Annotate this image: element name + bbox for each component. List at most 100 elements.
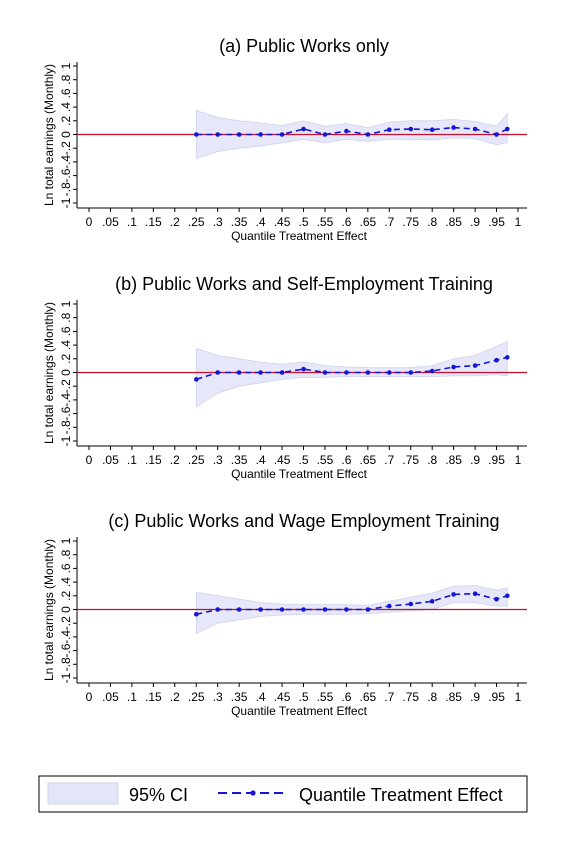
y-tick-label: .6 bbox=[59, 326, 73, 336]
qte-point bbox=[494, 132, 499, 137]
x-tick-label: .35 bbox=[231, 453, 248, 467]
y-tick-label: .4 bbox=[59, 577, 73, 587]
qte-point bbox=[408, 601, 414, 607]
y-tick-label: .8 bbox=[59, 74, 73, 84]
panel-1: (a) Public Works only -1-.8-.6-.4-.2 0 .2 .4… bbox=[42, 36, 527, 243]
legend-ci-label: 95% CI bbox=[129, 785, 188, 805]
y-tick-label: .8 bbox=[59, 312, 73, 322]
x-axis-label: Quantile Treatment Effect bbox=[231, 467, 368, 481]
x-tick-label: .7 bbox=[384, 215, 394, 229]
y-tick-label: -.4 bbox=[59, 393, 73, 407]
x-tick-label: .9 bbox=[470, 690, 480, 704]
qte-point bbox=[451, 592, 456, 597]
x-tick-label: .3 bbox=[213, 690, 223, 704]
x-tick-label: .1 bbox=[127, 215, 137, 229]
y-tick-label: -.8 bbox=[59, 657, 73, 671]
x-tick-label: .65 bbox=[360, 215, 377, 229]
x-tick-label: .1 bbox=[127, 690, 137, 704]
panel-3: (c) Public Works and Wage Employment Tra… bbox=[42, 511, 527, 718]
qte-point bbox=[451, 364, 456, 370]
y-tick-label: 1 bbox=[59, 62, 73, 69]
x-axis-label: Quantile Treatment Effect bbox=[231, 229, 368, 243]
panels: (a) Public Works only-1-.8-.6-.4-.20.2.4… bbox=[42, 36, 527, 718]
x-tick-label: .35 bbox=[231, 215, 248, 229]
x-tick-label: .35 bbox=[231, 690, 248, 704]
y-tick-label: -.8 bbox=[59, 182, 73, 196]
y-tick-label: 1 bbox=[59, 537, 73, 544]
x-tick-label: .45 bbox=[274, 453, 291, 467]
x-tick-label: .8 bbox=[427, 215, 437, 229]
qte-point bbox=[408, 370, 414, 375]
x-tick-label: 1 bbox=[515, 690, 522, 704]
y-tick-label: .2 bbox=[59, 115, 73, 125]
y-tick-label: -.8 bbox=[59, 420, 73, 434]
qte-point bbox=[258, 607, 263, 612]
panel-title: (c) Public Works and Wage Employment Tra… bbox=[108, 511, 499, 531]
qte-point bbox=[365, 607, 371, 612]
y-tick-label: 0 bbox=[59, 131, 73, 138]
x-tick-label: .15 bbox=[145, 453, 162, 467]
y-tick-label: .6 bbox=[59, 88, 73, 98]
x-tick-label: .3 bbox=[213, 453, 223, 467]
x-tick-label: .7 bbox=[384, 690, 394, 704]
y-tick-label: .4 bbox=[59, 102, 73, 112]
qte-point bbox=[472, 591, 478, 596]
qte-point bbox=[301, 607, 306, 612]
x-tick-label: .75 bbox=[402, 453, 419, 467]
x-tick-label: .6 bbox=[341, 215, 351, 229]
qte-point bbox=[301, 366, 306, 372]
x-tick-label: .85 bbox=[445, 215, 462, 229]
x-tick-label: .95 bbox=[488, 215, 505, 229]
x-tick-label: 0 bbox=[86, 453, 93, 467]
x-tick-label: .25 bbox=[188, 690, 205, 704]
x-tick-label: .55 bbox=[317, 453, 334, 467]
x-tick-label: .9 bbox=[470, 215, 480, 229]
y-tick-label: -.6 bbox=[59, 168, 73, 182]
x-tick-label: .75 bbox=[402, 215, 419, 229]
qte-point bbox=[344, 128, 349, 134]
y-tick-label: -1 bbox=[59, 672, 73, 683]
x-tick-label: 0 bbox=[86, 690, 93, 704]
qte-point bbox=[322, 132, 328, 137]
y-tick-label: -.2 bbox=[59, 616, 73, 630]
ci-band bbox=[195, 341, 508, 408]
y-axis-label: Ln total earnings (Monthly) bbox=[42, 64, 56, 206]
qte-line bbox=[196, 356, 508, 381]
y-tick-label: -.4 bbox=[59, 155, 73, 169]
x-tick-label: .4 bbox=[256, 215, 266, 229]
y-tick-label: -1 bbox=[59, 435, 73, 446]
qte-line bbox=[196, 592, 508, 616]
x-tick-label: .2 bbox=[170, 690, 180, 704]
y-tick-label: -.2 bbox=[59, 379, 73, 393]
legend: 95% CI Quantile Treatment Effect bbox=[38, 775, 528, 813]
x-tick-label: .1 bbox=[127, 453, 137, 467]
qte-point bbox=[194, 377, 199, 382]
qte-line bbox=[196, 126, 508, 136]
legend-line-marker bbox=[250, 790, 256, 796]
panel-title: (a) Public Works only bbox=[219, 36, 389, 56]
qte-point bbox=[236, 370, 242, 375]
x-tick-label: .7 bbox=[384, 453, 394, 467]
qte-point bbox=[215, 607, 220, 612]
qte-point bbox=[279, 607, 285, 612]
x-tick-label: .6 bbox=[341, 453, 351, 467]
x-tick-label: .8 bbox=[427, 690, 437, 704]
x-tick-label: .5 bbox=[298, 453, 308, 467]
x-tick-label: .5 bbox=[298, 690, 308, 704]
qte-point bbox=[408, 126, 414, 132]
x-tick-label: .4 bbox=[256, 690, 266, 704]
qte-point bbox=[472, 126, 478, 132]
x-tick-label: .25 bbox=[188, 215, 205, 229]
x-tick-label: .95 bbox=[488, 690, 505, 704]
x-tick-label: .4 bbox=[256, 453, 266, 467]
x-tick-label: .85 bbox=[445, 690, 462, 704]
y-tick-label: 0 bbox=[59, 606, 73, 613]
qte-point bbox=[258, 370, 263, 375]
y-tick-label: 0 bbox=[59, 369, 73, 376]
qte-point bbox=[494, 357, 499, 363]
qte-point bbox=[365, 132, 371, 137]
qte-point bbox=[429, 127, 435, 132]
y-tick-label: -.2 bbox=[59, 141, 73, 155]
x-tick-label: .5 bbox=[298, 215, 308, 229]
